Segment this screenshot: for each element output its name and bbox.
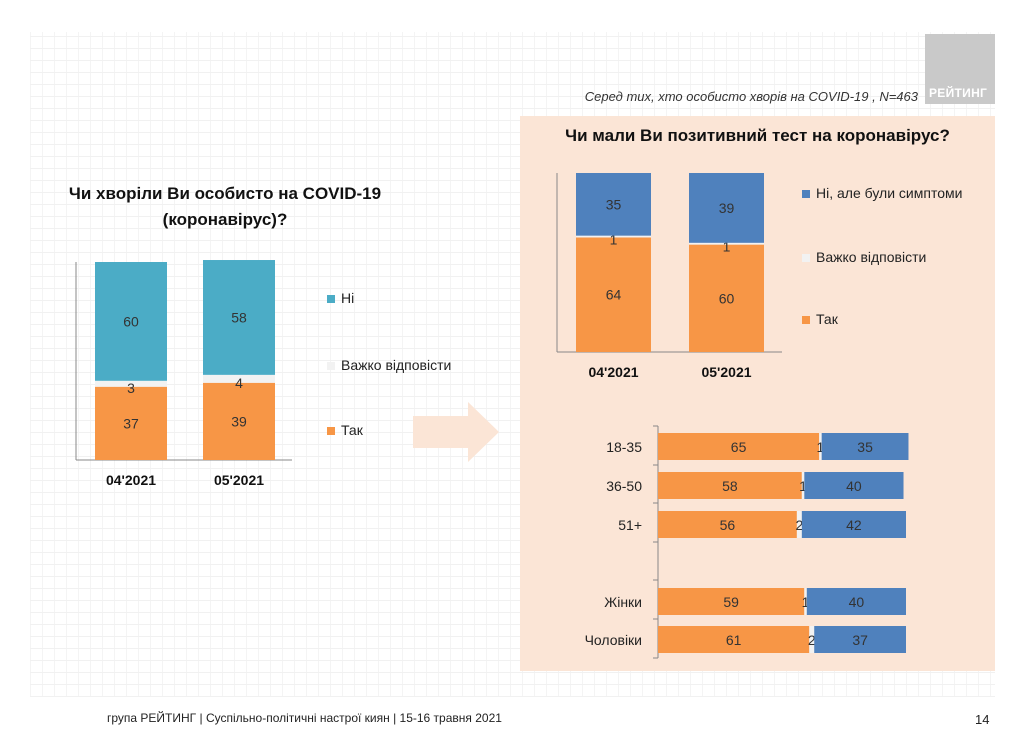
chart1-bar-1-0 <box>203 382 275 460</box>
left-title-line-2: (коронавірус)? <box>162 210 288 229</box>
chart2-bar-0-2 <box>576 173 651 236</box>
chart2-category-0: 04'2021 <box>588 364 638 380</box>
chart2-label-1-2: 39 <box>719 200 735 216</box>
chart3-bar-4-2 <box>814 626 906 653</box>
chart1-category-0: 04'2021 <box>106 472 156 488</box>
chart2-bar-0-1 <box>576 235 651 238</box>
chart3-label-0-0: 65 <box>731 439 747 455</box>
chart1-label-0-2: 60 <box>123 313 139 329</box>
chart1-label-1-1: 4 <box>235 375 243 391</box>
chart2-legend-swatch-1 <box>802 254 810 262</box>
chart3-bar-3-0 <box>658 588 805 615</box>
chart3-label-0-2: 35 <box>857 439 873 455</box>
chart1-bar-1-2 <box>203 260 275 375</box>
chart2-legend-swatch-0 <box>802 190 810 198</box>
chart1-label-1-2: 58 <box>231 309 247 325</box>
chart3-category-3: Жінки <box>604 594 642 610</box>
chart3-label-4-1: 2 <box>808 632 816 648</box>
footer-text: група РЕЙТИНГ | Суспільно-політичні наст… <box>107 711 502 725</box>
chart3-bar-2-2 <box>801 511 906 538</box>
chart3-bar-0-2 <box>821 433 909 460</box>
chart3-bar-2-1 <box>796 511 802 538</box>
chart1-label-1-0: 39 <box>231 413 247 429</box>
chart2-legend-swatch-2 <box>802 316 810 324</box>
chart2-label-0-1: 1 <box>610 232 618 248</box>
chart2-legend-label-1: Важко відповісти <box>816 249 926 265</box>
chart3-label-0-1: 1 <box>817 439 825 455</box>
chart2-bar-0-0 <box>576 237 651 352</box>
chart3-category-2: 51+ <box>618 517 642 533</box>
chart1-category-1: 05'2021 <box>214 472 264 488</box>
chart1-bar-0-0 <box>95 386 167 460</box>
chart1-legend-label-2: Так <box>341 422 364 438</box>
chart2-label-1-0: 60 <box>719 290 735 306</box>
chart3-bar-3-2 <box>806 588 906 615</box>
arrow-right-icon <box>413 402 499 462</box>
chart1-bar-0-2 <box>95 262 167 381</box>
chart3-category-1: 36-50 <box>606 478 642 494</box>
chart2-label-0-0: 64 <box>606 287 622 303</box>
chart3-bar-3-1 <box>804 588 807 615</box>
chart1-legend-label-1: Важко відповісти <box>341 357 451 373</box>
chart3-label-4-0: 61 <box>726 632 742 648</box>
chart3-label-1-2: 40 <box>846 478 862 494</box>
chart3-bar-2-0 <box>658 511 797 538</box>
chart1-bar-1-1 <box>203 374 275 383</box>
chart3-label-4-2: 37 <box>852 632 868 648</box>
chart3-label-3-2: 40 <box>849 594 865 610</box>
left-title-line-1: Чи хворіли Ви особисто на COVID-19 <box>68 184 382 203</box>
chart3-bar-1-0 <box>658 472 802 499</box>
rating-logo: РЕЙТИНГ <box>925 34 995 104</box>
chart3-bar-4-0 <box>658 626 810 653</box>
chart3-bar-0-1 <box>819 433 822 460</box>
chart1-label-0-0: 37 <box>123 415 139 431</box>
chart2-legend-label-0: Ні, але були симптоми <box>816 185 962 201</box>
chart3-label-3-0: 59 <box>723 594 739 610</box>
chart3-category-0: 18-35 <box>606 439 642 455</box>
chart3-label-2-1: 2 <box>795 517 803 533</box>
chart3-bar-1-1 <box>801 472 805 499</box>
chart2-category-1: 05'2021 <box>701 364 751 380</box>
chart3-label-2-0: 56 <box>720 517 736 533</box>
chart3-category-4: Чоловіки <box>585 632 642 648</box>
chart2-bar-1-2 <box>689 173 764 243</box>
chart1-legend-swatch-2 <box>327 427 335 435</box>
chart3-label-1-0: 58 <box>722 478 738 494</box>
chart1-label-0-1: 3 <box>127 380 135 396</box>
right-chart-title: Чи мали Ви позитивний тест на коронавіру… <box>565 126 950 145</box>
chart2-legend-label-2: Так <box>816 311 839 327</box>
chart3-label-2-2: 42 <box>846 517 862 533</box>
chart2-bar-1-1 <box>689 242 764 245</box>
left-chart-title: Чи хворіли Ви особисто на COVID-19 (коро… <box>30 181 420 233</box>
chart1-bar-0-1 <box>95 380 167 387</box>
chart1-legend-swatch-1 <box>327 362 335 370</box>
chart2-label-1-1: 1 <box>723 239 731 255</box>
chart3-label-3-1: 1 <box>802 594 810 610</box>
chart2-label-0-2: 35 <box>606 196 622 212</box>
page-number: 14 <box>975 712 990 727</box>
chart3-label-1-1: 1 <box>799 478 807 494</box>
chart1-legend-swatch-0 <box>327 295 335 303</box>
chart1-legend-label-0: Ні <box>341 290 354 306</box>
sample-subtitle: Серед тих, хто особисто хворів на COVID-… <box>584 89 918 104</box>
chart2-bar-1-0 <box>689 244 764 352</box>
chart3-bar-4-1 <box>809 626 815 653</box>
chart3-bar-1-2 <box>804 472 904 499</box>
logo-text: РЕЙТИНГ <box>929 86 988 100</box>
chart3-bar-0-0 <box>658 433 820 460</box>
